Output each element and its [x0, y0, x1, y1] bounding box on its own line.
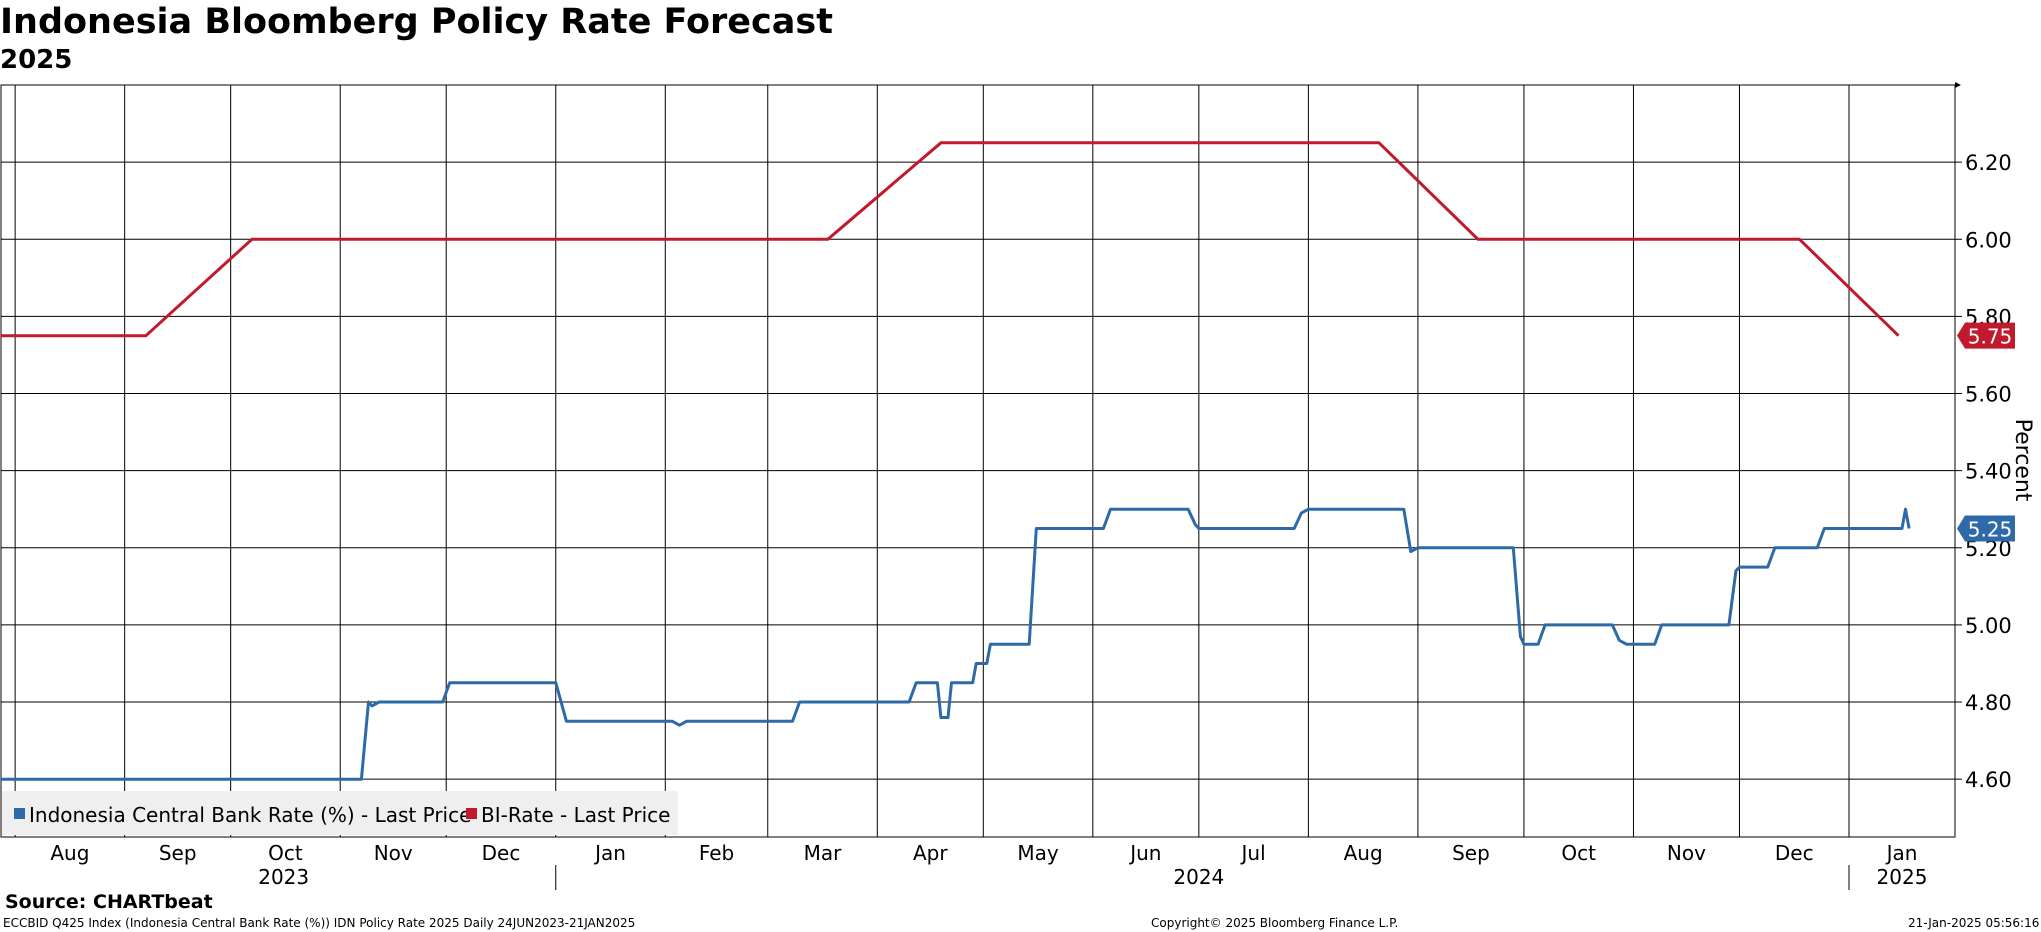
x-tick-label: Jan — [1885, 841, 1918, 865]
legend-entry: BI-Rate - Last Price — [481, 803, 670, 827]
legend-box — [2, 791, 678, 835]
y-tick-label: 6.20 — [1965, 151, 2012, 175]
copyright-note: Copyright© 2025 Bloomberg Finance L.P. — [1151, 916, 1399, 930]
chart-subtitle: 2025 — [0, 45, 73, 75]
x-tick-label: Dec — [482, 841, 521, 865]
value-labels: 5.25 5.75 — [1957, 322, 2015, 542]
x-tick-label: Oct — [268, 841, 303, 865]
x-tick-label: Mar — [804, 841, 843, 865]
x-tick-label: Nov — [374, 841, 413, 865]
last-value-box — [1957, 322, 2015, 349]
x-tick-label: Jun — [1128, 841, 1161, 865]
series-line-bi-rate — [1, 141, 1900, 338]
legend-entry: Indonesia Central Bank Rate (%) - Last P… — [29, 803, 471, 827]
x-tick-label: Dec — [1775, 841, 1814, 865]
x-tick-label: Sep — [159, 841, 197, 865]
series-line-central-bank-rate — [1, 507, 1911, 781]
x-tick-label: May — [1017, 841, 1059, 865]
x-tick-label: Apr — [913, 841, 948, 865]
last-value-label: 5.25 — [1968, 517, 2013, 541]
x-year-label: 2024 — [1173, 865, 1224, 889]
x-tick-label: Jan — [593, 841, 626, 865]
y-tick-label: 5.60 — [1965, 383, 2012, 407]
legend-swatch — [14, 808, 25, 819]
ticker-note: ECCBID Q425 Index (Indonesia Central Ban… — [3, 916, 636, 930]
last-value-badge: 5.75 — [1957, 322, 2015, 349]
x-tick-label: Nov — [1667, 841, 1706, 865]
y-axis-arrow — [1955, 82, 1961, 88]
y-tick-label: 5.00 — [1965, 614, 2012, 638]
legend: Indonesia Central Bank Rate (%) - Last P… — [2, 791, 678, 835]
source-note: Source: CHARTbeat — [5, 891, 213, 913]
x-year-label: 2023 — [258, 865, 309, 889]
timestamp-note: 21-Jan-2025 05:56:16 — [1908, 916, 2040, 930]
last-value-badge: 5.25 — [1957, 515, 2015, 542]
x-tick-label: Oct — [1561, 841, 1596, 865]
plot-frame — [0, 84, 1956, 838]
series-lines — [1, 141, 1911, 781]
y-tick-label: 6.00 — [1965, 228, 2012, 252]
x-tick-label: Sep — [1452, 841, 1490, 865]
last-value-box — [1957, 515, 2015, 542]
y-tick-label: 5.40 — [1965, 460, 2012, 484]
x-year-label: 2025 — [1877, 865, 1928, 889]
x-tick-label: Jul — [1240, 841, 1266, 865]
y-tick-label: 4.60 — [1965, 768, 2012, 792]
x-tick-label: Aug — [50, 841, 89, 865]
chart-title: Indonesia Bloomberg Policy Rate Forecast — [0, 2, 833, 42]
last-value-label: 5.75 — [1968, 325, 2013, 349]
y-axis-label: Percent — [2010, 419, 2035, 502]
legend-swatch — [466, 808, 477, 819]
x-tick-label: Aug — [1344, 841, 1383, 865]
x-tick-label: Feb — [699, 841, 734, 865]
y-tick-label: 4.80 — [1965, 691, 2012, 715]
